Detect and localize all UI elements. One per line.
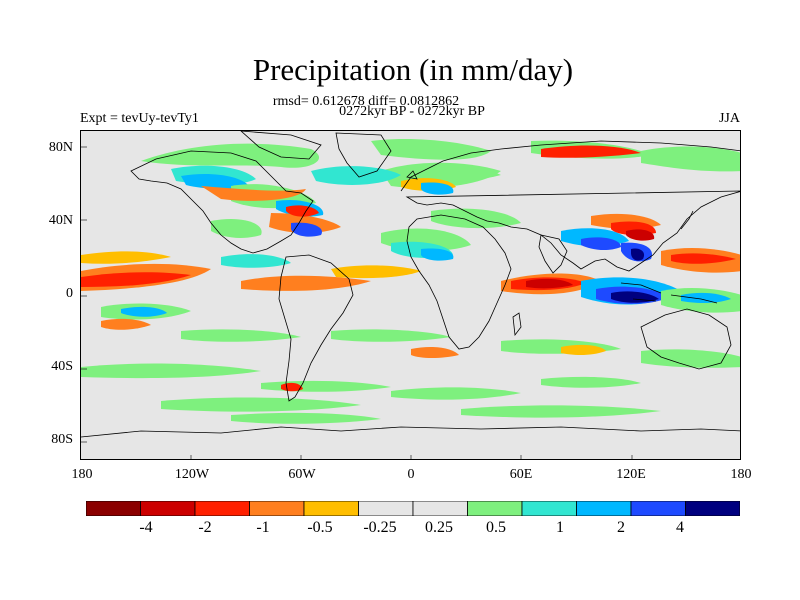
lon-tick-0: 0 [407,467,415,482]
colorbar-label: -1 [256,519,270,536]
lat-tick-40n: 40N [48,213,73,228]
stats-text: rmsd= 0.612678 diff= 0.0812862 [272,94,460,109]
colorbar-box [194,501,250,516]
colorbar-box [412,501,468,516]
colorbar-box [86,501,141,516]
colorbar-box [358,501,414,516]
lon-tick-120w: 120W [174,467,210,482]
colorbar-label: 0.5 [486,519,506,536]
colorbar-label: -4 [139,519,153,536]
colorbar-box [521,501,577,516]
colorbar-box [140,501,196,516]
colorbar-label: 2 [617,519,625,536]
colorbar-box [303,501,359,516]
plot-title: Precipitation (in mm/day) [252,52,574,87]
precip-anomaly-fields [81,139,740,424]
colorbar-box [249,501,305,516]
experiment-label: Expt = tevUy-tevTy1 [80,111,199,126]
coastlines [81,131,740,438]
precipitation-map [80,130,741,460]
lon-tick-60w: 60W [288,467,316,482]
lon-tick-120e: 120E [616,467,646,482]
colorbar-box [467,501,523,516]
lat-tick-80n: 80N [48,140,73,155]
colorbar-label: -0.5 [307,519,333,536]
lat-tick-0: 0 [66,286,73,301]
lat-tick-40s: 40S [51,359,73,374]
colorbar-box [630,501,686,516]
colorbar-label: 4 [676,519,684,536]
lon-tick-180e: 180 [730,467,752,482]
lon-tick-60e: 60E [509,467,533,482]
colorbar-label: -2 [198,519,212,536]
colorbar-box [576,501,632,516]
map-canvas [81,131,740,459]
colorbar-box [685,501,740,516]
colorbar-label: 0.25 [425,519,453,536]
lon-tick-180w: 180 [71,467,93,482]
period-text: 0272kyr BP - 0272kyr BP [339,104,485,119]
colorbar [86,501,740,516]
colorbar-label: 1 [556,519,564,536]
map-ticks [81,146,633,459]
season-label: JJA [718,111,740,126]
lat-tick-80s: 80S [51,432,73,447]
colorbar-label: -0.25 [363,519,397,536]
